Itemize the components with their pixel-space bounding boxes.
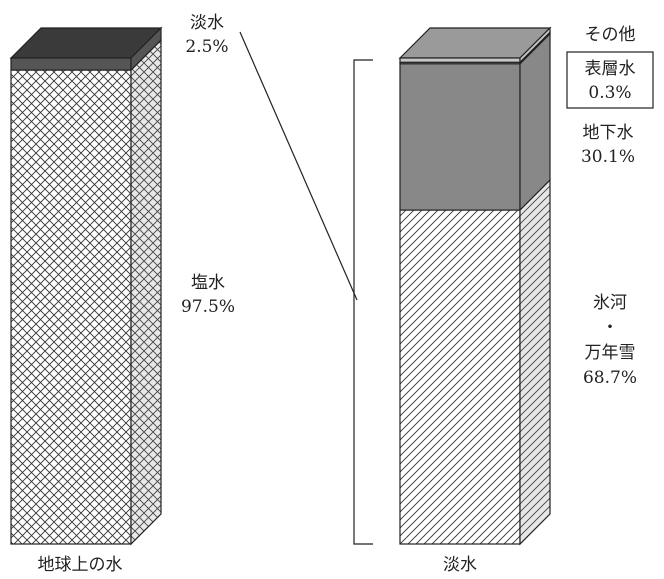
salt-water-value: 97.5% [181,297,235,317]
other-label: その他 [585,25,636,45]
fresh-water-label: 淡水 [190,13,224,33]
fresh-water-bracket [353,59,373,545]
groundwater-label: 地下水 [583,123,634,143]
segment-fresh-water [10,57,132,71]
glacier-label-line-1: 氷河 [593,293,627,313]
segment-groundwater-side [519,32,551,212]
category-label-earth-water: 地球上の水 [38,555,123,575]
category-label-fresh-water: 淡水 [443,555,477,575]
segment-glacier-side [519,178,551,546]
connector-line [239,31,358,301]
segment-glacier [399,209,521,545]
segment-salt-water [10,69,132,545]
segment-groundwater [399,63,521,211]
glacier-label-line-2: ・ [602,318,619,338]
surface-water-label-box [566,51,654,109]
surface-water-value: 0.3% [588,83,631,103]
column-fresh-water [398,26,552,546]
salt-water-label: 塩水 [191,273,225,293]
surface-water-label: 表層水 [585,59,636,79]
column-earth-water [9,26,163,546]
glacier-label-line-3: 万年雪 [585,343,636,363]
groundwater-value: 30.1% [581,147,635,167]
segment-salt-water-side [130,38,162,546]
segment-other [399,57,521,63]
glacier-value: 68.7% [583,368,637,388]
fresh-water-value: 2.5% [185,37,228,57]
